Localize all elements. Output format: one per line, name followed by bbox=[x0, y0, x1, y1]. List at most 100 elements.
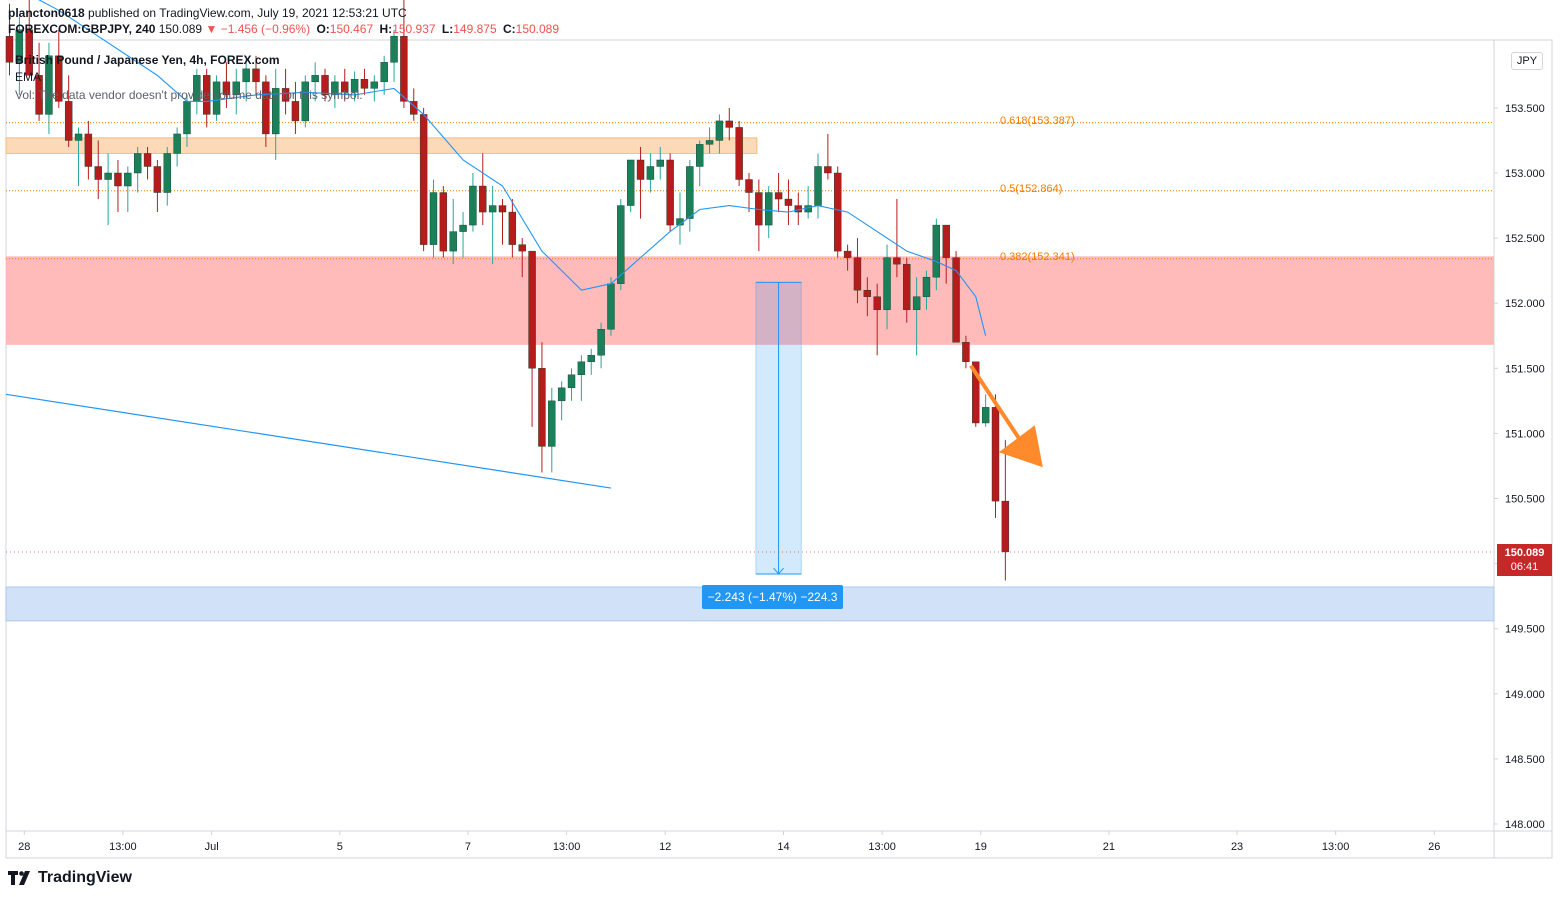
candle-body bbox=[262, 81, 270, 135]
candle-body bbox=[84, 133, 93, 167]
fib-label-0382: 0.382(152.341) bbox=[1000, 250, 1075, 263]
candle-body bbox=[548, 400, 556, 447]
publisher-name[interactable]: plancton0618 bbox=[8, 6, 85, 20]
candle-body bbox=[538, 368, 546, 447]
candle-body bbox=[202, 75, 211, 115]
candle-body bbox=[104, 172, 112, 180]
time-tick-label: 7 bbox=[465, 841, 471, 853]
measure-label[interactable]: −2.243 (−1.47%) −224.3 bbox=[702, 585, 843, 609]
candle-body bbox=[133, 153, 142, 174]
candle-body bbox=[498, 205, 507, 213]
low-value: 149.875 bbox=[453, 22, 497, 36]
ema-line bbox=[38, 0, 987, 336]
candle-body bbox=[903, 263, 911, 310]
tradingview-logo[interactable]: TradingView bbox=[8, 869, 132, 887]
candle-body bbox=[883, 257, 891, 310]
price-tick-label: 150.500 bbox=[1505, 494, 1545, 506]
candle-body bbox=[863, 289, 872, 297]
candle-body bbox=[390, 36, 398, 63]
published-text: published on TradingView.com, July 19, 2… bbox=[88, 6, 407, 20]
candle-body bbox=[242, 68, 250, 83]
candle-body bbox=[932, 224, 941, 278]
candle-body bbox=[912, 296, 921, 310]
open-value: 150.467 bbox=[329, 22, 374, 36]
candle-body bbox=[972, 361, 980, 424]
price-tick-label: 152.000 bbox=[1505, 298, 1545, 310]
last-price-box: 150.089 06:41 bbox=[1497, 544, 1552, 576]
candle-body bbox=[765, 192, 773, 226]
candle-body bbox=[784, 198, 793, 206]
candle-body bbox=[834, 172, 842, 252]
fib-label-05: 0.5(152.864) bbox=[1000, 182, 1063, 195]
candle-body bbox=[696, 144, 704, 167]
candle-body bbox=[55, 55, 63, 102]
candle-body bbox=[626, 159, 635, 206]
candle-body bbox=[952, 257, 960, 343]
candle-body bbox=[311, 75, 319, 83]
candle-body bbox=[686, 166, 694, 219]
legend-title: British Pound / Japanese Yen, 4h, FOREX.… bbox=[15, 53, 280, 67]
candle-body bbox=[360, 79, 369, 89]
legend-ema[interactable]: EMA bbox=[15, 70, 42, 84]
time-tick-label: 28 bbox=[18, 841, 30, 853]
last-price: 150.089 bbox=[158, 22, 203, 36]
time-tick-label: 21 bbox=[1103, 841, 1115, 853]
candle-body bbox=[518, 244, 526, 252]
candle-body bbox=[291, 101, 300, 122]
candle-body bbox=[74, 133, 83, 141]
candle-body bbox=[774, 192, 783, 200]
candle-body bbox=[893, 257, 901, 265]
publish-info: plancton0618 published on TradingView.co… bbox=[8, 6, 407, 20]
time-tick-label: 26 bbox=[1428, 841, 1440, 853]
candle-body bbox=[25, 29, 33, 76]
price-tick-label: 153.000 bbox=[1505, 168, 1545, 180]
time-tick-label: 12 bbox=[659, 841, 671, 853]
candle-body bbox=[45, 55, 53, 115]
candle-body bbox=[1001, 500, 1010, 553]
candle-body bbox=[64, 101, 73, 141]
candle-body bbox=[853, 257, 862, 291]
tradingview-logo-icon bbox=[8, 871, 30, 885]
tradingview-logo-text: TradingView bbox=[38, 869, 132, 886]
time-tick-label: 13:00 bbox=[109, 841, 137, 853]
candle-body bbox=[350, 79, 359, 93]
candle-body bbox=[814, 166, 822, 206]
candle-body bbox=[252, 68, 260, 83]
currency-badge[interactable]: JPY bbox=[1511, 52, 1543, 70]
candle-body bbox=[922, 276, 931, 297]
candle-body bbox=[567, 374, 576, 389]
candle-body bbox=[370, 81, 379, 89]
symbol-info: FOREXCOM:GBPJPY, 240 150.089 ▼ −1.456 (−… bbox=[8, 22, 559, 36]
low-label: L: bbox=[441, 22, 454, 36]
candle-body bbox=[212, 81, 221, 115]
candle-body bbox=[587, 355, 595, 362]
candle-body bbox=[410, 101, 418, 115]
candle-body bbox=[15, 29, 24, 63]
candle-body bbox=[735, 127, 743, 180]
candle-body bbox=[636, 159, 645, 180]
trendline bbox=[5, 393, 612, 489]
candle-body bbox=[745, 179, 753, 193]
time-tick-label: 13:00 bbox=[1322, 841, 1350, 853]
candle-body bbox=[173, 133, 181, 154]
last-price-box-value: 150.089 bbox=[1504, 547, 1545, 559]
candle-body bbox=[577, 361, 586, 376]
fib-label-0618: 0.618(153.387) bbox=[1000, 114, 1075, 127]
candle-body bbox=[469, 185, 477, 226]
candle-body bbox=[557, 387, 566, 402]
candle-body bbox=[429, 192, 438, 245]
candle-body bbox=[331, 81, 339, 96]
candle-body bbox=[124, 172, 132, 187]
legend-volume[interactable]: Vol: The data vendor doesn't provide vol… bbox=[15, 88, 363, 102]
candle-body bbox=[459, 224, 467, 232]
candle-body bbox=[725, 120, 733, 128]
candle-body bbox=[617, 205, 625, 284]
candle-body bbox=[5, 36, 14, 63]
candle-body bbox=[114, 172, 122, 187]
time-tick-label: 23 bbox=[1231, 841, 1243, 853]
candle-body bbox=[94, 166, 102, 180]
candle-body bbox=[794, 205, 802, 213]
time-tick-label: Jul bbox=[205, 841, 219, 853]
candle-body bbox=[183, 101, 191, 135]
